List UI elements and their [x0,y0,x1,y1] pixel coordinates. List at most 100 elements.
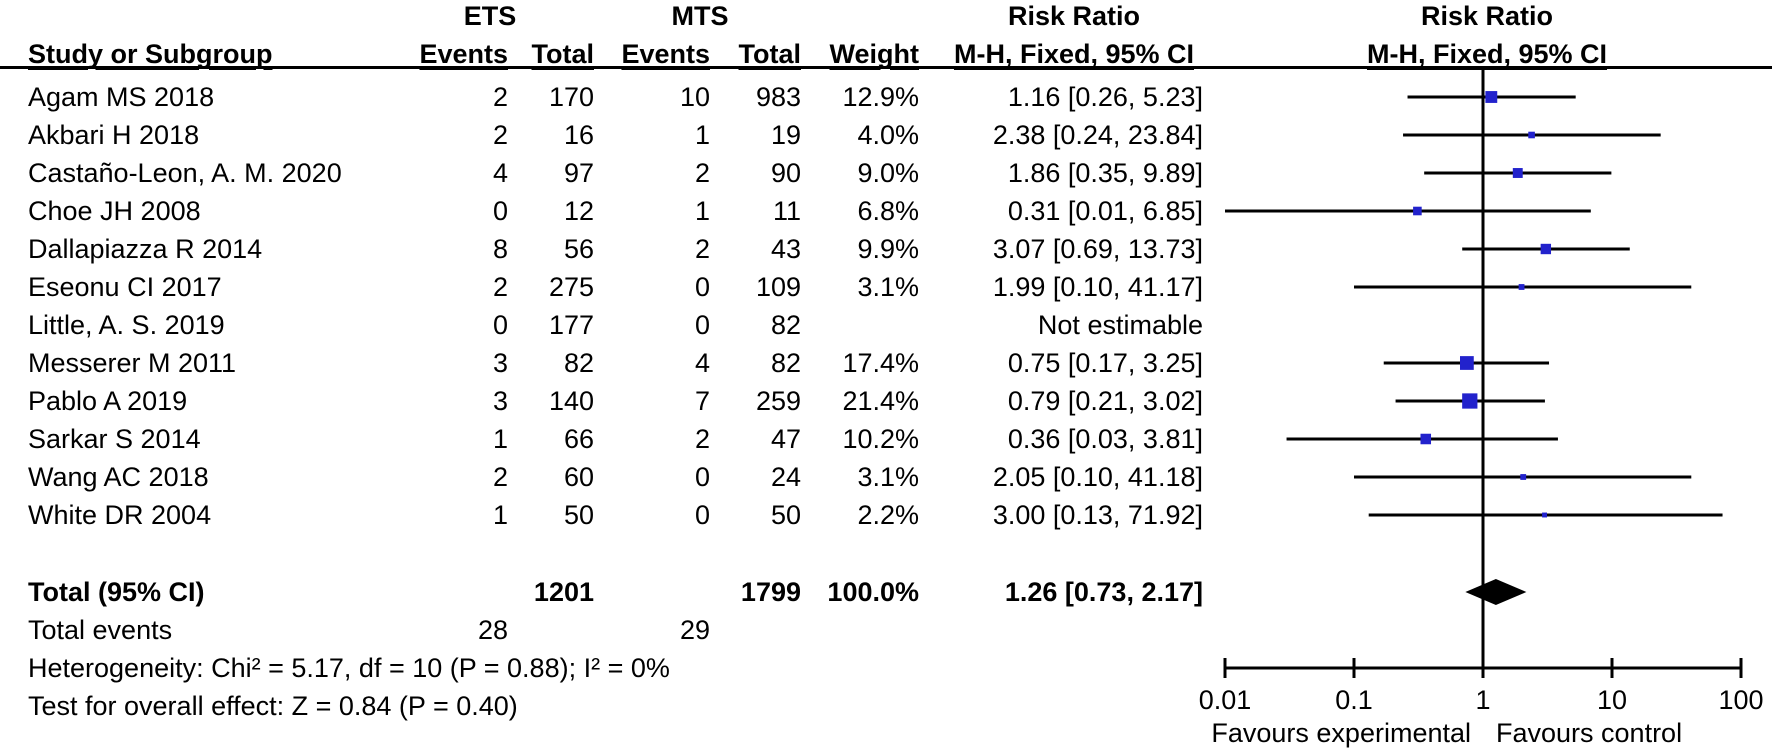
header-divider-line [0,66,1772,69]
weight-cell: 3.1% [857,462,919,492]
ets-events-cell: 0 [492,196,508,226]
ci-text-cell: 3.07 [0.69, 13.73] [992,234,1203,264]
study-name-cell: Pablo A 2019 [28,386,188,416]
study-row: Castaño-Leon, A. M. 2020 4 97 2 90 9.0% 1.86 [… [0,154,1772,192]
ci-text-cell: 1.16 [0.26, 5.23] [1007,82,1203,112]
ci-text-cell: 3.00 [0.13, 71.92] [992,500,1203,530]
mts-total-cell: 43 [770,234,801,264]
mts-events-cell: 2 [694,424,710,454]
weight-cell: 6.8% [857,196,919,226]
col-header-weight: Weight [829,39,920,69]
mts-events-cell: 0 [694,272,710,302]
study-row: Choe JH 2008 0 12 1 11 6.8% 0.31 [0.01, 6.85] [0,192,1772,230]
study-name-cell: Agam MS 2018 [28,82,215,112]
weight-cell: 9.0% [857,158,919,188]
col-header-ets-total: Total [531,39,595,69]
mts-events-cell: 10 [679,82,710,112]
ci-text-cell: 0.75 [0.17, 3.25] [1007,348,1203,378]
ci-text-cell: 0.31 [0.01, 6.85] [1007,196,1203,226]
mts-events-cell: 0 [694,310,710,340]
col-header-ets-events: Events [419,39,508,69]
mts-total-cell: 82 [770,348,801,378]
total-ci-text: 1.26 [0.73, 2.17] [1004,577,1203,607]
ets-total-cell: 66 [563,424,594,454]
ets-total-cell: 97 [563,158,594,188]
total-events-ets: 28 [477,615,508,645]
mts-total-cell: 259 [755,386,801,416]
favours-right-label: Favours control [1496,718,1682,748]
study-row: Agam MS 2018 2 170 10 983 12.9% 1.16 [0.26, 5.… [0,78,1772,116]
study-row: Eseonu CI 2017 2 275 0 109 3.1% 1.99 [0.10, 41… [0,268,1772,306]
study-name-cell: Wang AC 2018 [28,462,209,492]
ets-events-cell: 3 [492,348,508,378]
group-header-mts: MTS [671,1,729,31]
total-mts-n: 1799 [740,577,801,607]
mts-total-cell: 11 [772,196,801,226]
total-events-label: Total events [28,615,173,645]
study-name-cell: Messerer M 2011 [28,348,237,378]
study-row: Wang AC 2018 2 60 0 24 3.1% 2.05 [0.10, 41.18] [0,458,1772,496]
col-header-study: Study or Subgroup [28,39,273,69]
total-events-mts: 29 [679,615,710,645]
favours-left-label: Favours experimental [1211,718,1471,748]
study-row: Dallapiazza R 2014 8 56 2 43 9.9% 3.07 [0.69, … [0,230,1772,268]
study-name-cell: Choe JH 2008 [28,196,201,226]
study-name-cell: Sarkar S 2014 [28,424,201,454]
ets-total-cell: 82 [563,348,594,378]
study-row: Little, A. S. 2019 0 177 0 82 Not estimable [0,306,1772,344]
weight-cell: 21.4% [842,386,919,416]
ets-total-cell: 60 [563,462,594,492]
mts-events-cell: 2 [694,158,710,188]
mts-events-cell: 2 [694,234,710,264]
ci-text-cell: 1.99 [0.10, 41.17] [992,272,1203,302]
ci-text-cell: 1.86 [0.35, 9.89] [1007,158,1203,188]
group-header-ets: ETS [463,1,517,31]
ets-events-cell: 2 [492,462,508,492]
ets-events-cell: 2 [492,120,508,150]
total-label: Total (95% CI) [28,577,205,607]
total-events-row: Total events 28 29 [0,611,1772,649]
mts-events-cell: 1 [694,120,710,150]
study-name-cell: White DR 2004 [28,500,212,530]
ci-text-cell: 0.36 [0.03, 3.81] [1007,424,1203,454]
study-row: Pablo A 2019 3 140 7 259 21.4% 0.79 [0.21, 3.0… [0,382,1772,420]
ets-total-cell: 275 [548,272,594,302]
overall-effect-text: Test for overall effect: Z = 0.84 (P = 0… [28,691,518,721]
weight-cell: 3.1% [857,272,919,302]
mts-total-cell: 24 [770,462,801,492]
weight-cell: 9.9% [857,234,919,264]
total-row: Total (95% CI) 1201 1799 100.0% 1.26 [0.… [0,573,1772,611]
study-row: White DR 2004 1 50 0 50 2.2% 3.00 [0.13, 71.92… [0,496,1772,534]
study-name-cell: Little, A. S. 2019 [28,310,225,340]
mts-events-cell: 4 [694,348,710,378]
weight-cell: 12.9% [842,82,919,112]
x-tick-label: 1 [1475,685,1490,715]
group-header-risk-ratio-text: Risk Ratio [1007,1,1141,31]
mts-events-cell: 0 [694,462,710,492]
ets-events-cell: 8 [492,234,508,264]
ets-events-cell: 1 [492,424,508,454]
ci-text-cell: Not estimable [1037,310,1203,340]
mts-total-cell: 19 [770,120,801,150]
ets-total-cell: 50 [563,500,594,530]
mts-total-cell: 47 [770,424,801,454]
study-name-cell: Dallapiazza R 2014 [28,234,263,264]
ets-total-cell: 56 [563,234,594,264]
x-tick-label: 0.1 [1335,685,1373,715]
mts-total-cell: 90 [770,158,801,188]
mts-total-cell: 82 [770,310,801,340]
mts-events-cell: 1 [694,196,710,226]
ets-total-cell: 12 [563,196,594,226]
x-tick-label: 100 [1718,685,1763,715]
ets-events-cell: 2 [492,82,508,112]
ci-text-cell: 2.05 [0.10, 41.18] [992,462,1203,492]
study-name-cell: Castaño-Leon, A. M. 2020 [28,158,342,188]
ets-events-cell: 0 [492,310,508,340]
ci-text-cell: 2.38 [0.24, 23.84] [992,120,1203,150]
col-header-mts-total: Total [738,39,802,69]
study-name-cell: Akbari H 2018 [28,120,200,150]
mts-total-cell: 50 [770,500,801,530]
weight-cell [779,306,919,344]
ets-events-cell: 4 [492,158,508,188]
